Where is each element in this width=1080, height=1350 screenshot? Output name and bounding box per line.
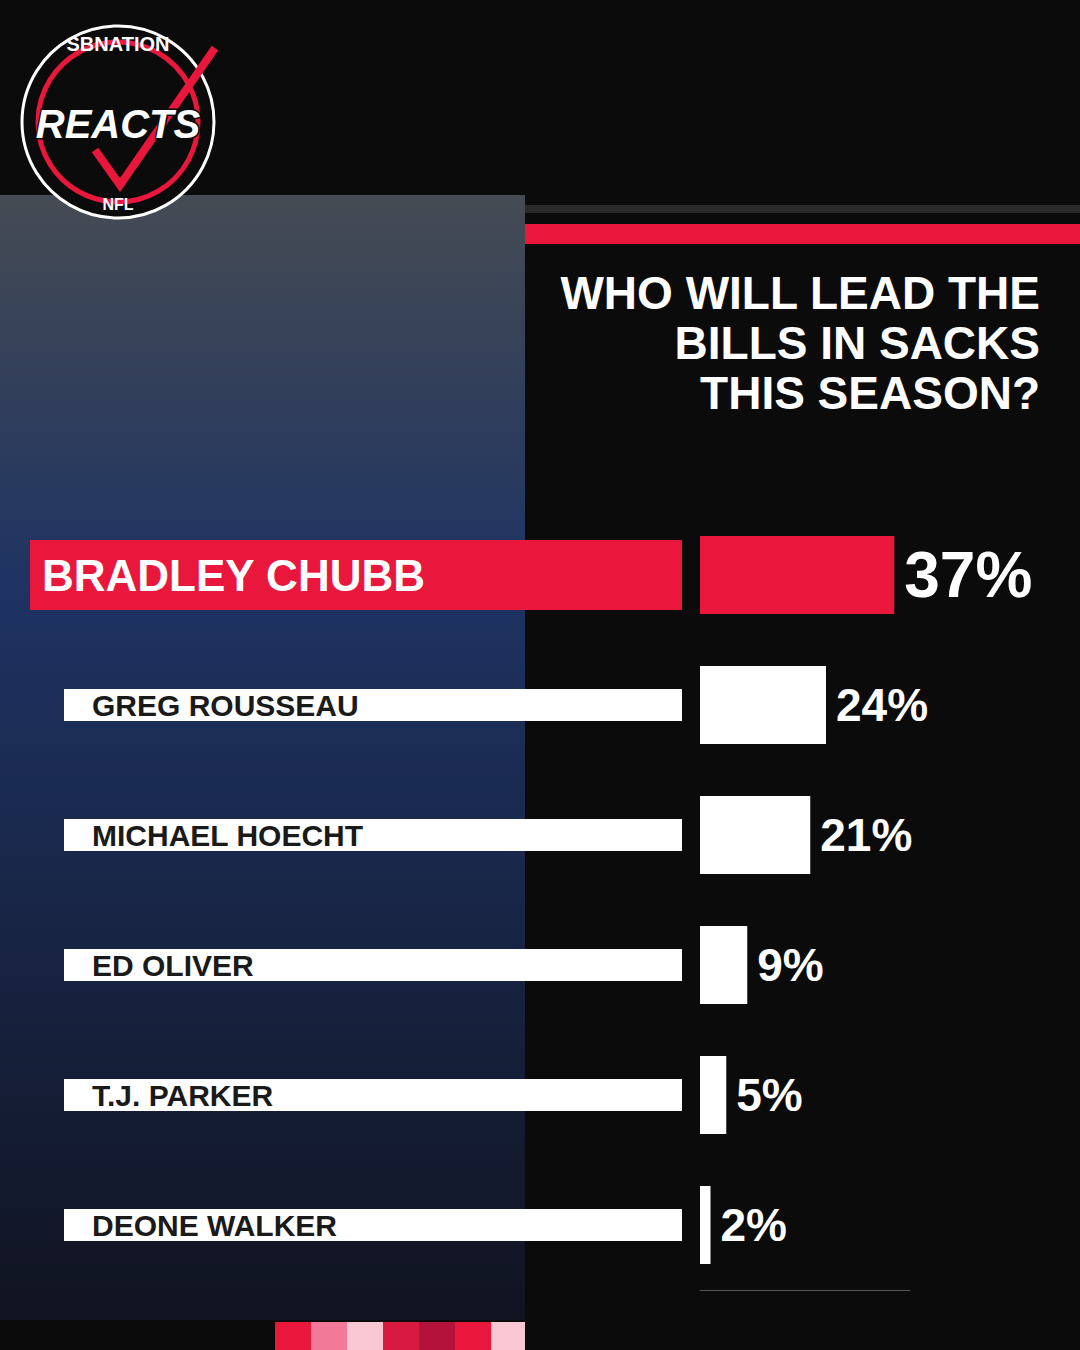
svg-text:5%: 5%: [736, 1069, 802, 1121]
svg-text:2%: 2%: [721, 1199, 787, 1251]
svg-text:37%: 37%: [904, 539, 1032, 611]
svg-text:GREG ROUSSEAU: GREG ROUSSEAU: [92, 689, 359, 722]
svg-text:21%: 21%: [820, 809, 912, 861]
svg-text:BRADLEY CHUBB: BRADLEY CHUBB: [42, 551, 425, 600]
svg-text:NFL: NFL: [102, 196, 133, 213]
svg-text:24%: 24%: [836, 679, 928, 731]
svg-text:MICHAEL HOECHT: MICHAEL HOECHT: [92, 819, 363, 852]
svg-text:SBNATION: SBNATION: [67, 33, 170, 55]
svg-text:DEONE WALKER: DEONE WALKER: [92, 1209, 337, 1242]
svg-text:T.J. PARKER: T.J. PARKER: [92, 1079, 273, 1112]
svg-text:WHO WILL LEAD THE: WHO WILL LEAD THE: [560, 267, 1040, 319]
svg-text:REACTS: REACTS: [36, 102, 201, 146]
svg-text:ED OLIVER: ED OLIVER: [92, 949, 254, 982]
svg-text:9%: 9%: [757, 939, 823, 991]
svg-text:BILLS IN SACKS: BILLS IN SACKS: [675, 317, 1040, 369]
svg-text:THIS SEASON?: THIS SEASON?: [700, 367, 1040, 419]
